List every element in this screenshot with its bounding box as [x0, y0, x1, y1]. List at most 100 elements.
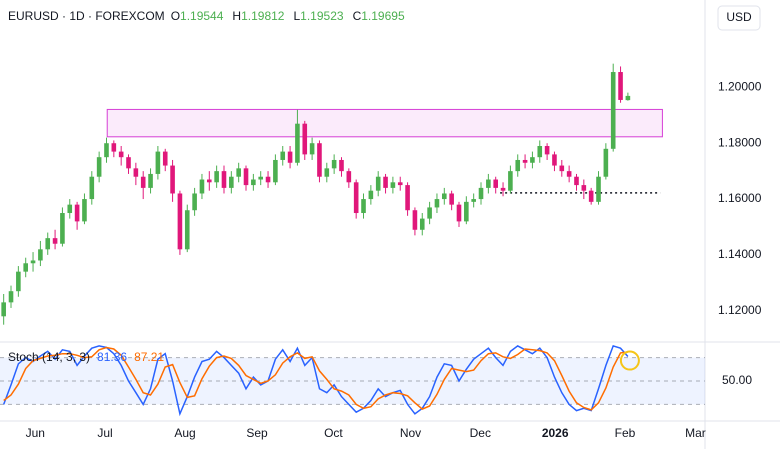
highlight-circle — [619, 350, 640, 371]
candle-body — [486, 179, 491, 188]
chart-header: EURUSD · 1D · FOREXCOM O1.19544 H1.19812 L1… — [8, 9, 405, 23]
candle-body — [265, 176, 271, 183]
x-tick-label: Dec — [470, 426, 491, 440]
candle-body — [544, 146, 550, 155]
candle-body — [295, 123, 300, 163]
candle-body — [229, 176, 234, 188]
candle-body — [449, 193, 454, 205]
ohlc-value: 1.19695 — [361, 9, 405, 23]
currency-label[interactable]: USD — [726, 10, 752, 24]
candle-body — [397, 182, 403, 186]
candle-body — [74, 204, 80, 222]
candle-body — [273, 159, 278, 183]
candle-body — [574, 176, 579, 186]
candle-body — [177, 193, 183, 250]
candle-body — [111, 143, 117, 152]
candle-body — [552, 154, 557, 166]
candle-body — [30, 260, 36, 264]
candle-body — [339, 159, 344, 172]
candle-body — [317, 143, 322, 177]
candle-body — [596, 176, 601, 202]
candle-body — [192, 193, 197, 211]
ohlc-value: 1.19544 — [180, 9, 224, 23]
resistance-zone — [106, 108, 663, 138]
indicator-value: 81.36 — [97, 350, 127, 364]
candle-body — [8, 291, 14, 303]
ohlc-label: C — [353, 9, 362, 23]
candle-body — [368, 190, 374, 200]
candle-body — [309, 143, 315, 155]
candle-body — [221, 171, 227, 188]
candle-body — [280, 151, 286, 160]
candle-body — [52, 238, 58, 244]
candle-body — [434, 199, 440, 208]
candle-body — [610, 72, 616, 149]
candle-body — [515, 159, 521, 172]
candle-body — [530, 157, 535, 163]
candle-body — [199, 179, 205, 194]
ohlc-label: O — [171, 9, 180, 23]
candle-body — [361, 199, 366, 214]
candle-body — [1, 302, 6, 317]
candle-body — [441, 193, 447, 200]
x-tick-label: 2026 — [542, 426, 569, 440]
x-tick-label: Aug — [174, 426, 195, 440]
candle-body — [618, 72, 623, 100]
candle-body — [559, 165, 565, 172]
candle-body — [126, 157, 131, 169]
x-tick-label: Sep — [246, 426, 268, 440]
y-tick-label: 1.20000 — [718, 80, 762, 94]
candle-body — [148, 173, 153, 188]
candle-body — [16, 271, 21, 292]
candle-body — [375, 176, 381, 191]
candle-body — [566, 171, 572, 177]
candle-body — [214, 171, 219, 183]
candle-body — [45, 238, 51, 250]
candle-body — [324, 168, 330, 177]
currency-button[interactable] — [717, 5, 761, 31]
candle-body — [96, 157, 102, 177]
candle-body — [493, 179, 499, 188]
candle-body — [464, 201, 469, 222]
symbol-label: EURUSD · 1D · FOREXCOM — [8, 9, 165, 23]
indicator-header: Stoch (14, 3, 3) 81.36 87.21 — [8, 350, 164, 364]
candle-body — [236, 168, 241, 177]
x-tick-label: Mar — [685, 426, 706, 440]
candle-body — [581, 185, 587, 191]
x-tick-label: Jun — [26, 426, 45, 440]
ohlc-label: H — [232, 9, 241, 23]
y-tick-label: 1.14000 — [718, 247, 762, 261]
stoch-line — [3, 346, 628, 411]
candle-body — [603, 148, 609, 177]
candle-body — [427, 207, 432, 219]
candle-body — [331, 159, 337, 169]
candle-body — [118, 151, 124, 158]
candle-body — [537, 146, 543, 158]
candle-body — [346, 171, 352, 183]
candle-body — [508, 171, 513, 191]
candle-body — [405, 185, 410, 211]
candle-body — [82, 199, 87, 222]
candle-body — [60, 213, 65, 244]
indicator-value: 87.21 — [134, 350, 164, 364]
candle-body — [133, 168, 139, 177]
candle-body — [471, 199, 476, 202]
y-tick-label: 1.12000 — [718, 303, 762, 317]
candle-body — [390, 182, 396, 188]
candle-body — [456, 204, 462, 222]
candle-body — [104, 143, 109, 158]
candle-body — [383, 176, 388, 188]
x-tick-label: Oct — [324, 426, 343, 440]
candle-body — [588, 190, 594, 202]
candle-body — [258, 176, 264, 180]
candle-body — [162, 151, 168, 166]
candle-body — [155, 151, 161, 174]
candle-body — [419, 218, 425, 230]
candle-body — [170, 165, 175, 194]
ohlc-label: L — [293, 9, 300, 23]
candle-body — [522, 159, 528, 163]
indicator-title: Stoch (14, 3, 3) — [8, 350, 90, 364]
candle-body — [287, 151, 293, 163]
